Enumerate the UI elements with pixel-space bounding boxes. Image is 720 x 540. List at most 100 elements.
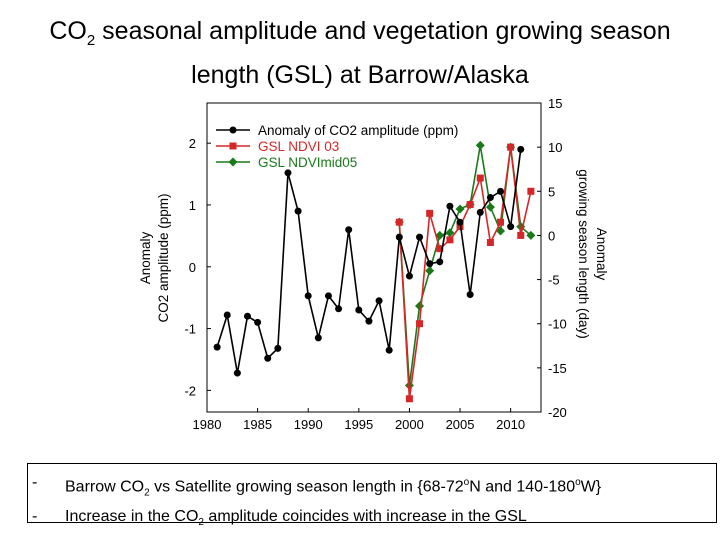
data-point xyxy=(527,187,535,195)
data-point xyxy=(416,233,424,241)
data-point xyxy=(446,202,454,210)
data-point xyxy=(426,260,434,268)
data-point xyxy=(375,297,383,305)
data-point xyxy=(456,218,464,226)
data-point xyxy=(229,126,237,134)
legend-label: GSL NDVImid05 xyxy=(258,155,357,170)
data-point xyxy=(294,207,302,215)
data-point xyxy=(436,245,444,253)
data-point xyxy=(365,317,373,325)
left-tick-label: -1 xyxy=(184,322,196,337)
data-point xyxy=(243,312,251,320)
x-tick-label: 1980 xyxy=(193,417,222,432)
series-layer xyxy=(213,140,536,403)
data-point xyxy=(445,228,455,238)
data-point xyxy=(497,187,505,195)
axis-labels: Anomaly CO2 amplitude (ppm) Anomalygrowing… xyxy=(138,169,609,339)
data-point xyxy=(314,334,322,342)
bullet-1: - Barrow CO2 vs Satellite growing season … xyxy=(32,474,602,499)
data-point xyxy=(284,169,292,177)
left-tick-label: 1 xyxy=(189,198,196,213)
data-point xyxy=(435,230,445,240)
data-point xyxy=(517,231,525,239)
bullet-2: - Increase in the CO2 amplitude coincides… xyxy=(32,507,527,528)
data-point xyxy=(213,343,221,351)
series-1 xyxy=(395,143,535,403)
series-line xyxy=(398,147,532,399)
data-point xyxy=(475,140,485,150)
data-point xyxy=(254,318,262,326)
right-tick-label: -10 xyxy=(548,317,567,332)
data-point xyxy=(335,305,343,313)
slide-title: CO2 seasonal amplitude and vegetation gr… xyxy=(0,14,720,93)
data-point xyxy=(486,238,494,246)
data-point xyxy=(415,301,425,311)
series-line xyxy=(398,145,532,386)
right-ylabel-line2: growing season length (day) xyxy=(576,169,591,339)
data-point xyxy=(466,291,474,299)
data-point xyxy=(405,272,413,280)
data-point xyxy=(496,226,506,236)
right-tick-label: 10 xyxy=(548,140,562,155)
series-0 xyxy=(213,145,525,377)
data-point xyxy=(223,311,231,319)
data-point xyxy=(455,204,465,214)
right-tick-label: 5 xyxy=(548,184,555,199)
data-point xyxy=(345,226,353,234)
data-point xyxy=(426,209,434,217)
data-point xyxy=(304,292,312,300)
data-point xyxy=(436,258,444,266)
title-line-1: CO2 seasonal amplitude and vegetation gr… xyxy=(49,17,671,49)
x-tick-label: 1990 xyxy=(294,417,323,432)
axes: 1980 1985 1990 1995 2000 2005 2010210-1-215105… xyxy=(184,96,566,432)
data-point xyxy=(446,236,454,244)
data-point xyxy=(485,202,495,212)
right-tick-label: -5 xyxy=(548,273,560,288)
x-tick-label: 2000 xyxy=(395,417,424,432)
series-line xyxy=(216,149,522,374)
left-tick-label: 0 xyxy=(189,260,196,275)
data-point xyxy=(385,346,393,354)
data-point xyxy=(476,208,484,216)
plot-area-border xyxy=(206,102,542,413)
data-point xyxy=(507,223,515,231)
data-point xyxy=(466,201,474,209)
right-tick-label: -15 xyxy=(548,361,567,376)
data-point xyxy=(228,157,238,167)
data-point xyxy=(507,143,515,151)
legend-label: Anomaly of CO2 amplitude (ppm) xyxy=(258,123,458,138)
right-tick-label: 15 xyxy=(548,96,562,111)
legend-label: GSL NDVI 03 xyxy=(258,139,339,154)
data-point xyxy=(274,344,282,352)
data-point xyxy=(395,233,403,241)
data-point xyxy=(517,145,525,153)
data-point xyxy=(395,218,403,226)
data-point xyxy=(486,194,494,202)
data-point xyxy=(324,292,332,300)
right-ylabel-line1: Anomaly xyxy=(594,228,609,281)
x-tick-label: 2010 xyxy=(496,417,525,432)
data-point xyxy=(233,369,241,377)
legend: Anomaly of CO2 amplitude (ppm)GSL NDVI 0… xyxy=(216,123,458,170)
x-tick-label: 1985 xyxy=(243,417,272,432)
data-point xyxy=(405,395,413,403)
data-point xyxy=(497,218,505,226)
data-point xyxy=(425,266,435,276)
data-point xyxy=(476,174,484,182)
left-ylabel-line2: CO2 amplitude (ppm) xyxy=(156,193,171,322)
data-point xyxy=(416,320,424,328)
data-point xyxy=(229,142,237,150)
right-tick-label: -20 xyxy=(548,405,567,420)
x-tick-label: 2005 xyxy=(446,417,475,432)
right-tick-label: 0 xyxy=(548,228,555,243)
data-point xyxy=(264,354,272,362)
title-line-2: length (GSL) at Barrow/Alaska xyxy=(191,61,529,89)
x-tick-label: 1995 xyxy=(344,417,373,432)
plot-frame xyxy=(206,102,542,413)
left-tick-label: -2 xyxy=(184,383,196,398)
left-tick-label: 2 xyxy=(189,136,196,151)
data-point xyxy=(355,306,363,314)
notes-box: - Barrow CO2 vs Satellite growing season … xyxy=(27,463,717,528)
left-ylabel-line1: Anomaly xyxy=(138,231,153,284)
